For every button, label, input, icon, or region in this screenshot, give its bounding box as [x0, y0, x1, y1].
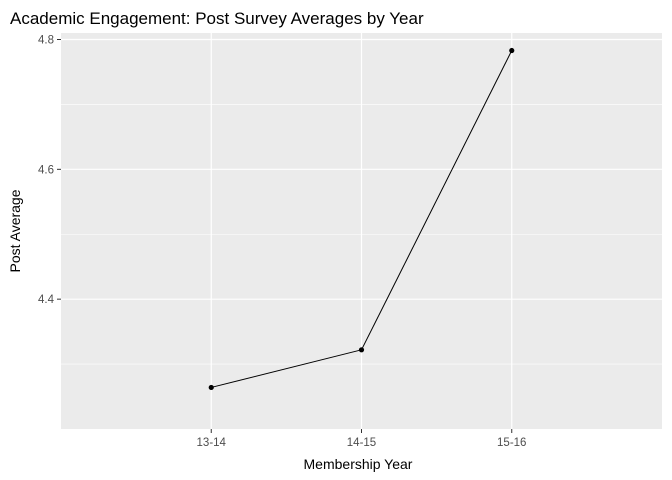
y-axis-title: Post Average — [7, 189, 23, 272]
x-tick-labels: 13-14 14-15 15-16 — [197, 437, 527, 449]
series-line-segment — [211, 349, 362, 388]
grid-major — [61, 33, 662, 429]
data-point — [509, 47, 515, 54]
y-tick-label: 4.6 — [38, 164, 54, 176]
y-tick-label: 4.8 — [38, 34, 54, 46]
data-point — [358, 347, 365, 353]
axis-ticks — [57, 38, 513, 433]
x-tick-label: 13-14 — [197, 437, 227, 449]
data-point — [208, 384, 214, 391]
chart-title: Academic Engagement: Post Survey Average… — [10, 9, 424, 28]
y-tick-labels: 4.4 4.6 4.8 — [38, 34, 55, 306]
y-tick-label: 4.4 — [38, 294, 55, 306]
x-tick-label: 15-16 — [497, 437, 526, 449]
x-axis-title: Membership Year — [304, 456, 413, 472]
x-tick-label: 14-15 — [347, 437, 376, 449]
series-line-segment — [361, 50, 513, 351]
series — [208, 47, 515, 391]
